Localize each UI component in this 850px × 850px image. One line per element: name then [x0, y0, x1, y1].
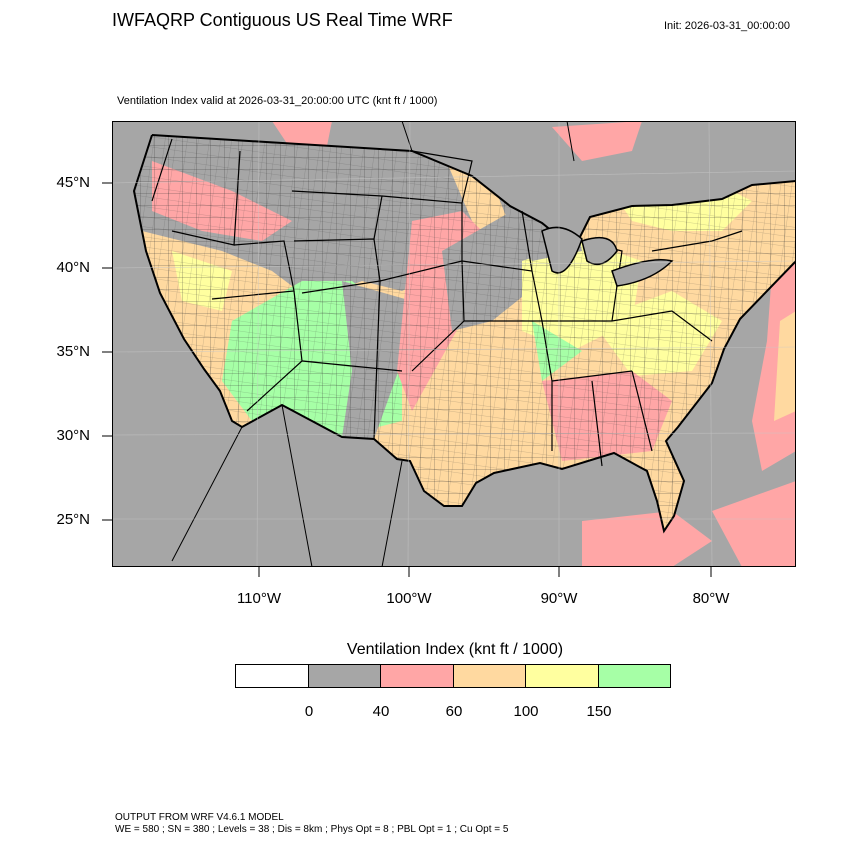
mexico-outline: [171, 404, 403, 567]
ventilation-index-map: [112, 121, 796, 567]
legend-tick-40: 40: [372, 703, 390, 720]
lat-label-35n: 35°N: [56, 343, 90, 360]
lake-erie: [611, 259, 674, 287]
map-frame: [112, 121, 796, 567]
legend-tick-0: 0: [304, 703, 314, 720]
atlantic-pink-area: [752, 261, 796, 471]
plot-subtitle: Ventilation Index valid at 2026-03-31_20…: [117, 95, 438, 107]
legend-colorbar: [235, 664, 671, 688]
bahamas-pink-area: [712, 481, 796, 567]
init-time: Init: 2026-03-31_00:00:00: [664, 20, 790, 32]
lat-label-45n: 45°N: [56, 174, 90, 191]
lat-tick-marks: [102, 182, 112, 521]
legend-tick-150: 150: [586, 703, 612, 720]
legend-title: Ventilation Index (knt ft / 1000): [346, 641, 564, 658]
graticule: [112, 121, 796, 567]
legend-swatch-yellow: [525, 664, 599, 688]
caribbean-pink-area: [582, 511, 712, 567]
canada-pink-area: [552, 121, 642, 161]
lon-label-80w: 80°W: [692, 590, 730, 607]
legend-tick-100: 100: [513, 703, 539, 720]
lat-label-30n: 30°N: [56, 427, 90, 444]
canada-outline: [401, 121, 575, 162]
coastline: [132, 134, 796, 534]
lake-michigan: [541, 226, 583, 274]
lat-label-25n: 25°N: [56, 511, 90, 528]
legend-swatch-pink: [380, 664, 454, 688]
lon-label-90w: 90°W: [540, 590, 578, 607]
legend-tick-60: 60: [445, 703, 463, 720]
legend-swatch-gray: [307, 664, 381, 688]
legend-swatch-green: [597, 664, 671, 688]
lake-huron: [581, 236, 618, 266]
atlantic-orange-area: [774, 311, 796, 421]
model-info-line1: OUTPUT FROM WRF V4.6.1 MODEL: [115, 812, 284, 823]
lon-label-110w: 110°W: [236, 590, 282, 607]
legend-swatch-orange: [452, 664, 526, 688]
lon-label-100w: 100°W: [386, 590, 432, 607]
lon-tick-marks: [258, 567, 712, 577]
lat-label-40n: 40°N: [56, 259, 90, 276]
model-info-line2: WE = 580 ; SN = 380 ; Levels = 38 ; Dis …: [115, 824, 509, 835]
plot-title: IWFAQRP Contiguous US Real Time WRF: [112, 10, 453, 30]
legend-swatch-white: [235, 664, 309, 688]
